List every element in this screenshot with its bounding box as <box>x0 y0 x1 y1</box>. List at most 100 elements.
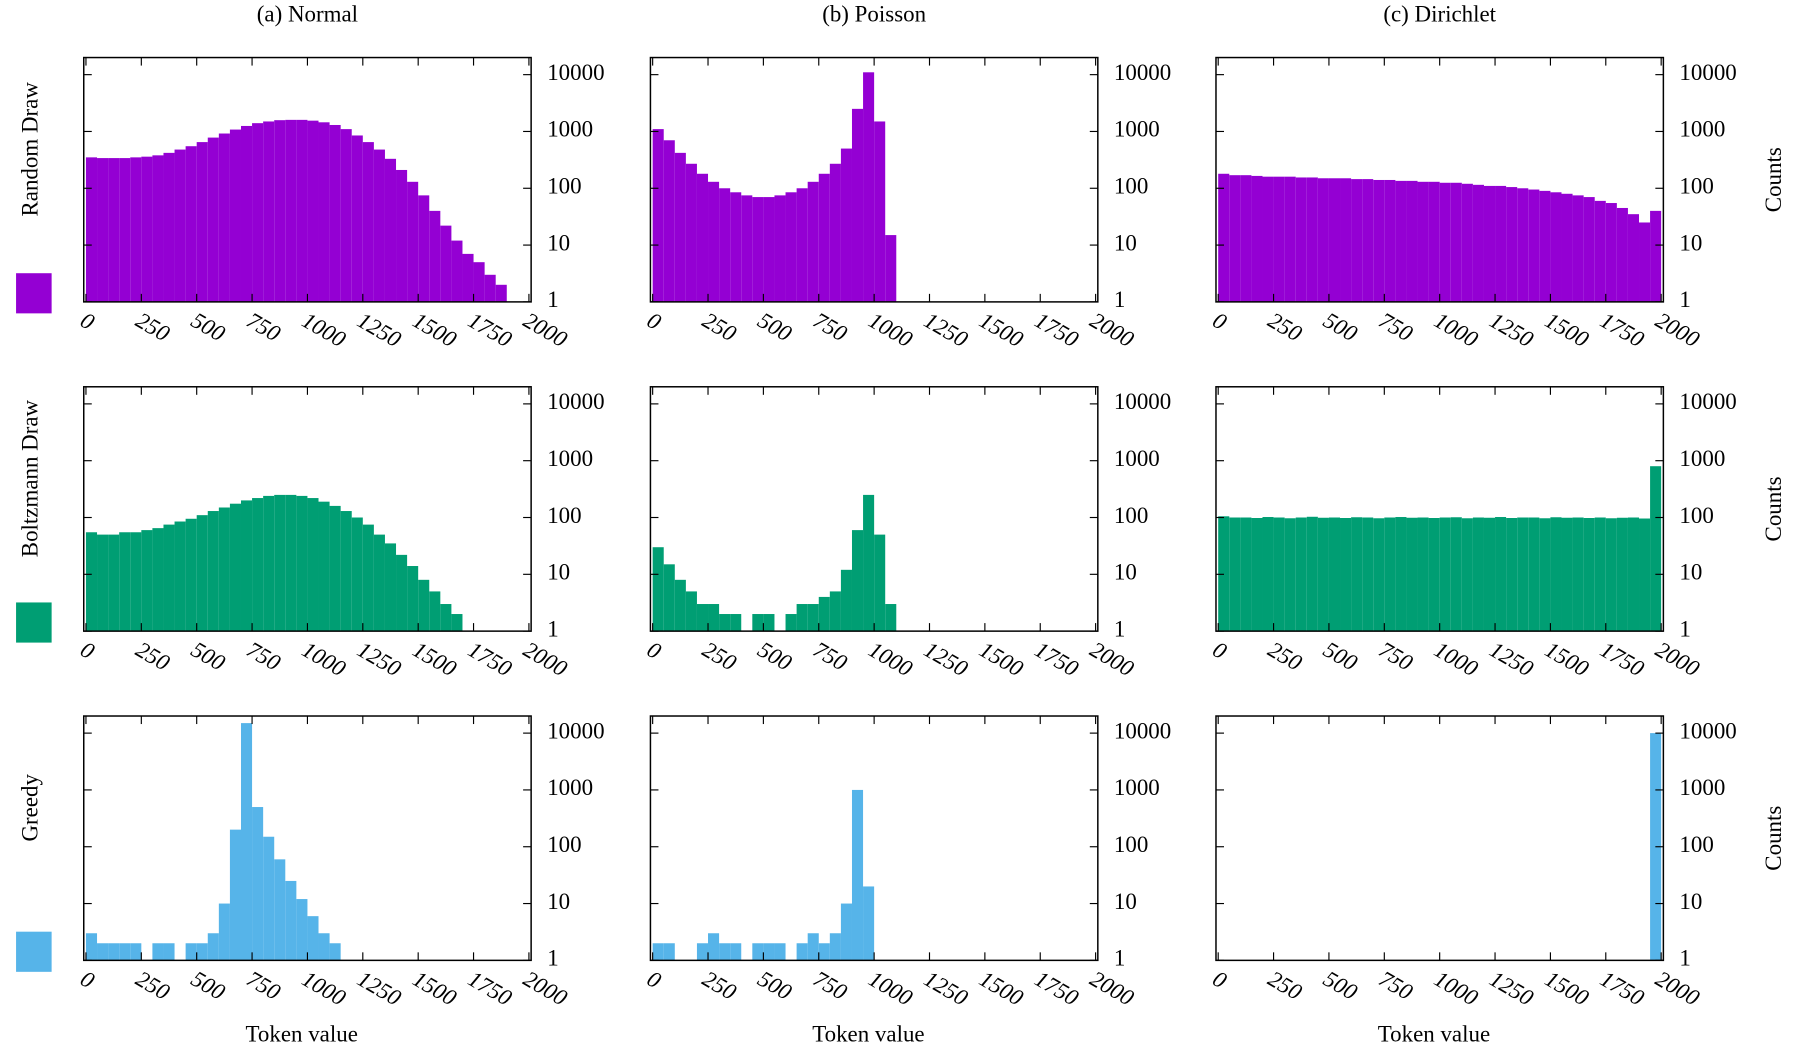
y-tick-label: 100 <box>547 832 581 857</box>
bar <box>119 532 131 632</box>
x-tick-label: 1750 <box>464 966 517 1011</box>
x-tick-label: 0 <box>1208 966 1231 994</box>
y-tick-label: 1000 <box>547 446 593 471</box>
bar <box>652 547 664 632</box>
bar <box>285 494 297 632</box>
bar <box>130 532 142 632</box>
x-tick-label: 500 <box>187 966 230 1005</box>
y-tick-label: 100 <box>547 503 581 528</box>
x-tick-label: 1250 <box>1485 307 1538 352</box>
bar <box>130 943 142 961</box>
bar <box>174 521 186 632</box>
bar <box>473 262 485 302</box>
x-tick-label: 1500 <box>975 966 1028 1011</box>
bar <box>108 534 120 632</box>
x-tick-label: 0 <box>76 966 99 994</box>
bar <box>340 511 352 632</box>
bar <box>141 156 153 302</box>
bar <box>696 604 709 632</box>
bar <box>97 534 109 632</box>
x-tick-label: 750 <box>1375 307 1418 346</box>
bar <box>152 943 164 961</box>
bar <box>652 943 664 961</box>
y-tick-label: 1000 <box>1114 117 1160 142</box>
legend-label: Greedy <box>17 774 42 842</box>
bar <box>774 195 786 302</box>
bar <box>1362 517 1374 632</box>
bar <box>818 596 830 632</box>
bar <box>163 152 175 302</box>
bar <box>407 566 419 632</box>
x-tick-label: 1250 <box>920 966 973 1011</box>
legend-label: Boltzmann Draw <box>17 399 42 557</box>
bar <box>1306 177 1318 302</box>
bar <box>807 181 819 302</box>
bar <box>1240 175 1252 302</box>
x-tick-label: 1500 <box>408 966 461 1011</box>
bar <box>1528 189 1540 302</box>
bar <box>1295 177 1307 302</box>
x-tick-label: 1750 <box>464 637 517 682</box>
x-tick-label: 1500 <box>975 637 1028 682</box>
x-tick-label: 500 <box>187 307 230 346</box>
bar <box>296 495 308 632</box>
x-tick-label: 250 <box>1264 637 1307 676</box>
bar <box>451 614 463 632</box>
bar <box>196 515 208 632</box>
bar <box>1218 516 1230 632</box>
column-title: (a) Normal <box>257 2 358 27</box>
bar <box>752 943 764 961</box>
x-tick-label: 1000 <box>864 307 917 352</box>
bar <box>274 859 286 961</box>
column-title: (c) Dirichlet <box>1383 2 1496 27</box>
bar <box>240 723 253 961</box>
bar <box>807 604 819 632</box>
bar <box>1627 517 1640 632</box>
bar <box>1284 176 1296 302</box>
y-axis-label: Counts <box>1761 476 1786 541</box>
x-tick-label: 1000 <box>1430 966 1483 1011</box>
bar <box>1639 222 1651 302</box>
bar <box>1639 518 1651 632</box>
bar <box>1317 178 1329 302</box>
bar <box>1550 192 1562 302</box>
bar <box>1583 518 1595 632</box>
bar <box>730 614 742 632</box>
bar <box>829 933 841 961</box>
y-axis-label: Counts <box>1761 147 1786 212</box>
bar <box>229 129 241 302</box>
bar <box>263 121 275 302</box>
bar <box>384 158 397 302</box>
bar <box>1240 517 1252 632</box>
bar <box>1517 188 1529 302</box>
x-tick-label: 500 <box>754 307 797 346</box>
bar <box>1483 185 1496 302</box>
y-tick-label: 10000 <box>1114 60 1171 85</box>
x-tick-label: 1000 <box>298 637 351 682</box>
x-tick-label: 1250 <box>920 307 973 352</box>
bar <box>1572 517 1584 632</box>
bar <box>97 158 109 302</box>
x-tick-label: 1000 <box>864 966 917 1011</box>
x-tick-label: 250 <box>132 637 175 676</box>
bar <box>396 554 408 632</box>
bar <box>1495 185 1507 302</box>
bar <box>218 133 230 302</box>
x-tick-label: 1750 <box>1596 637 1649 682</box>
bar <box>1605 518 1617 632</box>
bar <box>440 604 452 632</box>
bar <box>763 614 775 632</box>
bar <box>1395 517 1407 632</box>
bar <box>1328 178 1341 302</box>
x-tick-label: 750 <box>1375 966 1418 1005</box>
bar <box>85 532 98 632</box>
x-tick-label: 2000 <box>1651 307 1704 352</box>
x-tick-label: 0 <box>643 307 666 335</box>
bar <box>1605 203 1617 302</box>
x-tick-label: 500 <box>754 637 797 676</box>
bar <box>307 916 319 961</box>
bar <box>174 149 186 302</box>
x-tick-label: 1750 <box>1596 307 1649 352</box>
bar <box>362 142 374 302</box>
bar <box>1650 210 1662 302</box>
